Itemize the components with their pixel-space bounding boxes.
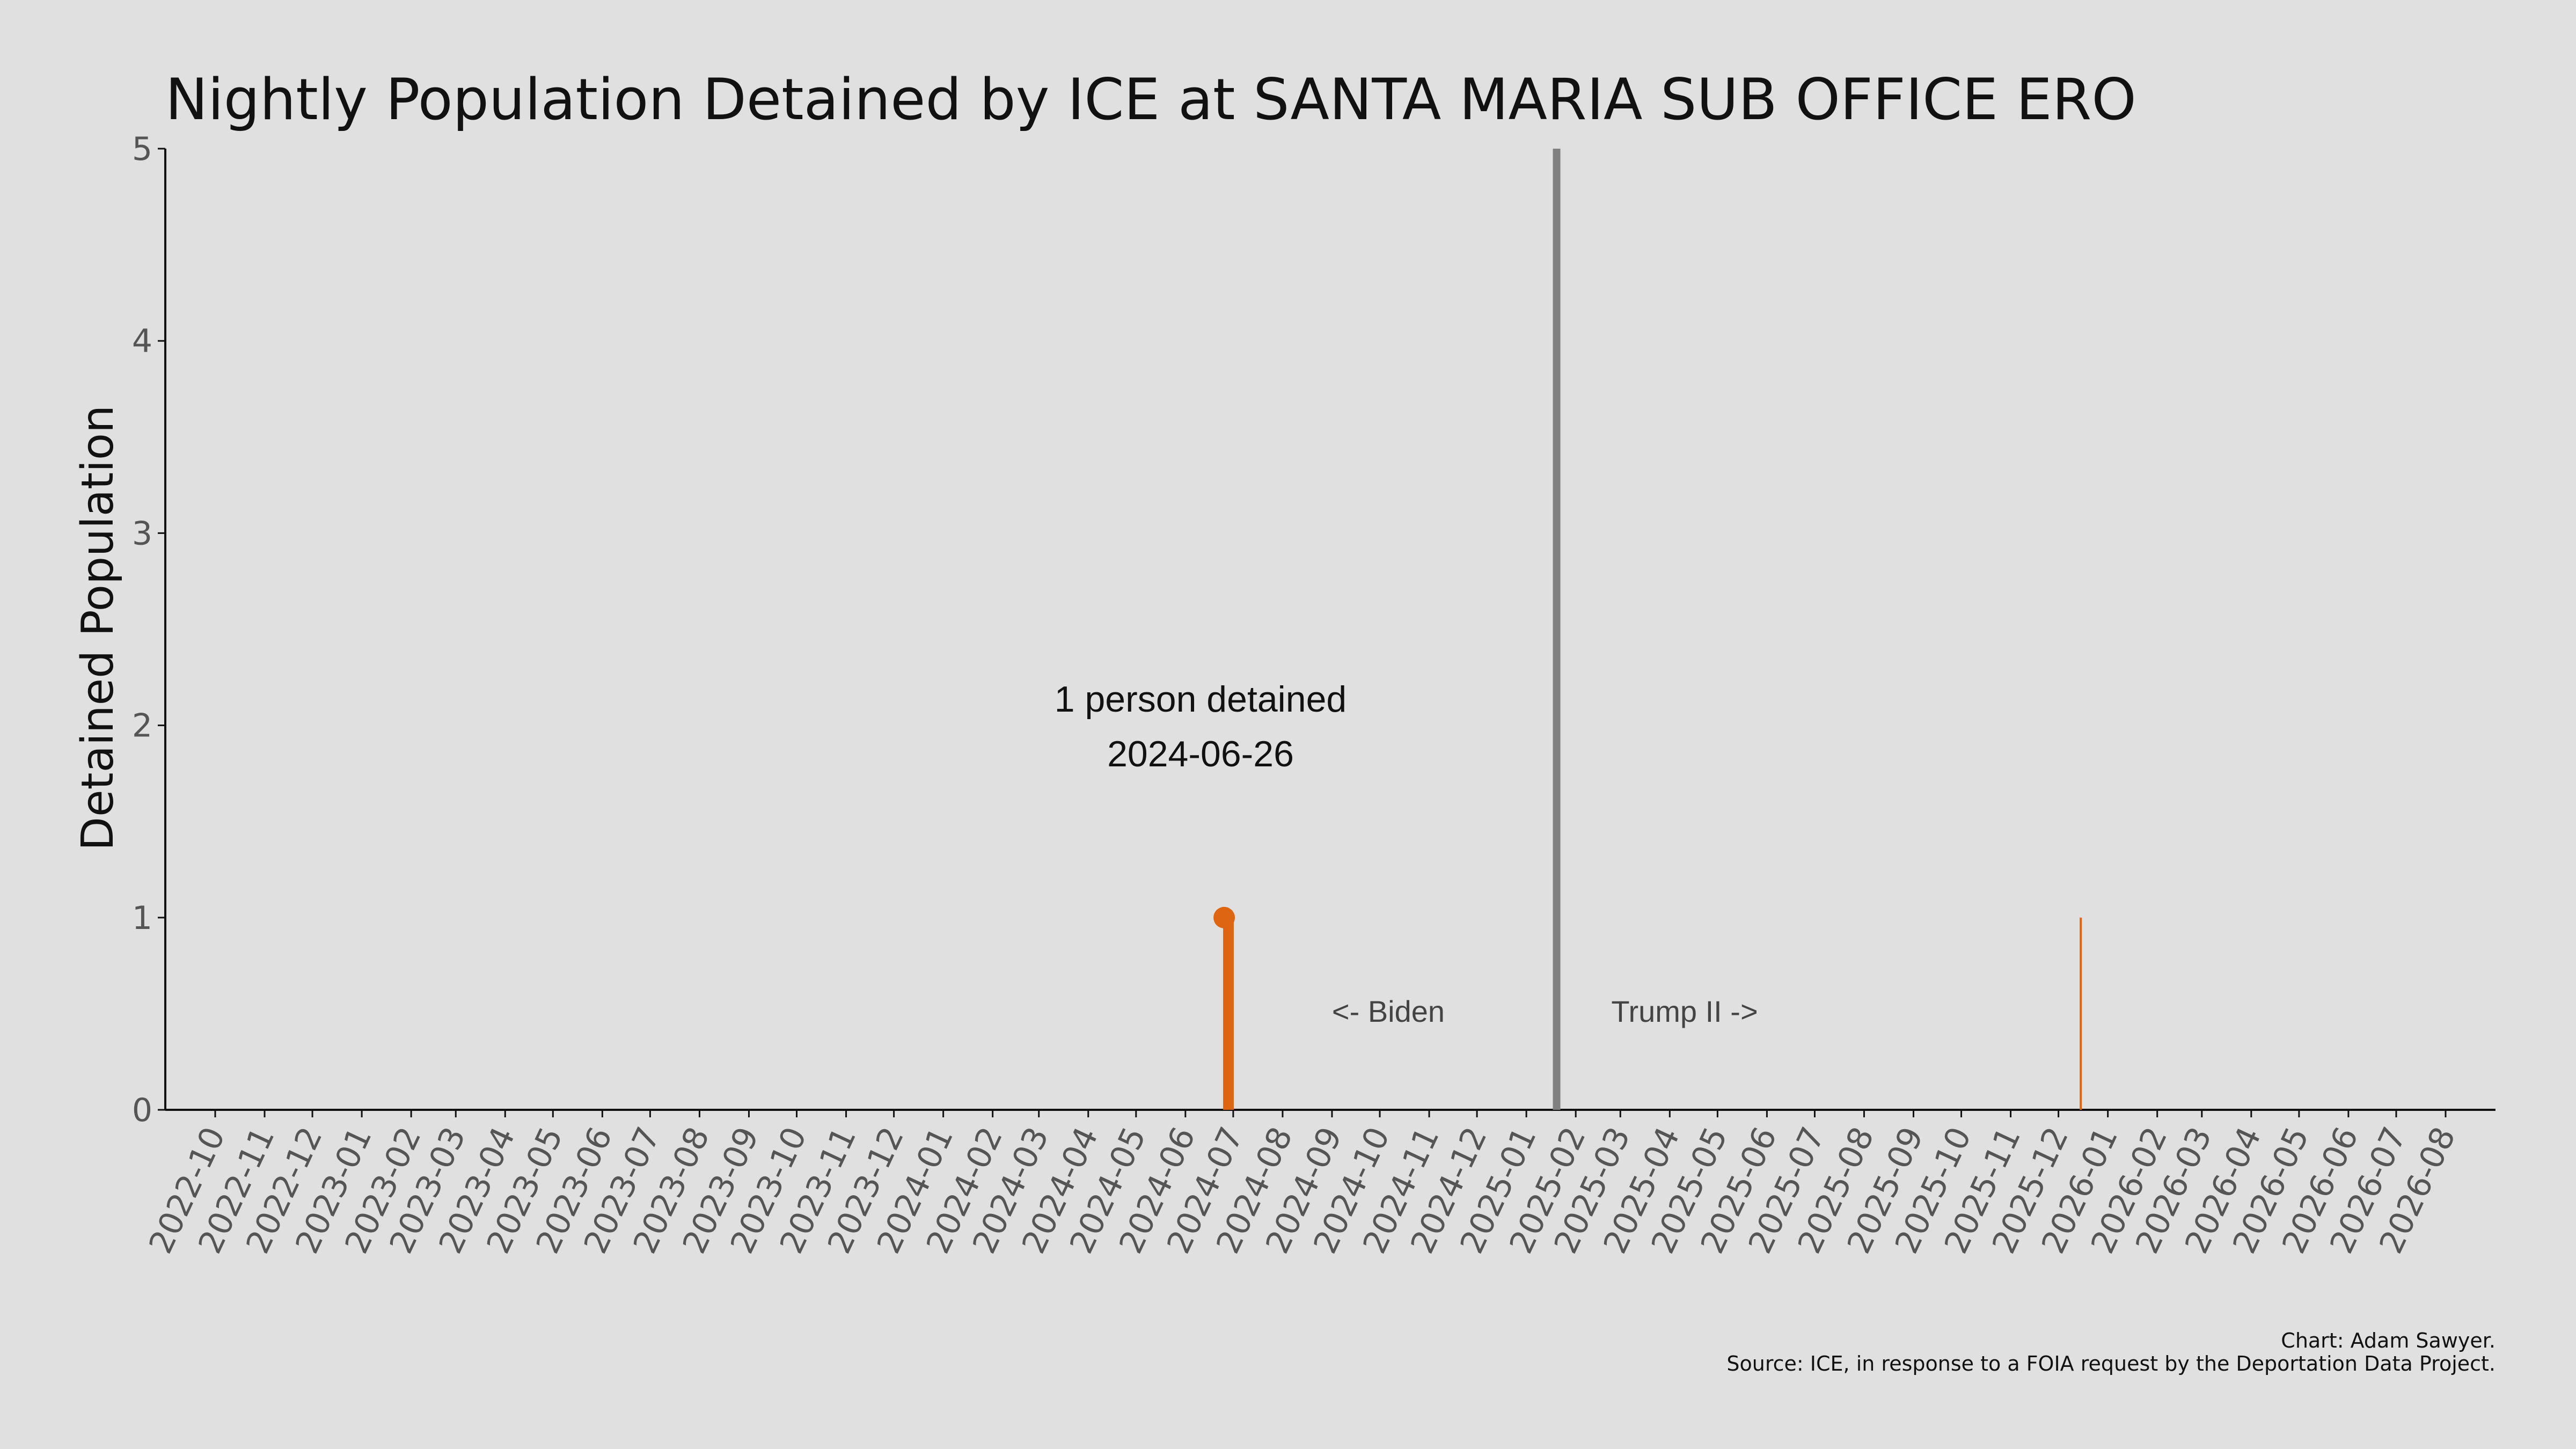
y-tick-label: 1: [132, 899, 152, 937]
y-tick-label: 0: [132, 1092, 152, 1129]
y-tick-label: 5: [132, 130, 152, 168]
chart-source: Source: ICE, in response to a FOIA reque…: [1726, 1352, 2496, 1375]
y-axis-label: Detained Population: [72, 405, 123, 851]
y-tick-label: 3: [132, 515, 152, 552]
point-annotation-count: 1 person detained: [1055, 679, 1346, 720]
point-annotation-date: 2024-06-26: [1107, 734, 1294, 774]
biden-era-label: <- Biden: [1332, 994, 1445, 1028]
y-tick-label: 2: [132, 707, 152, 745]
highlight-point: [1213, 906, 1235, 928]
chart-title: Nightly Population Detained by ICE at SA…: [165, 67, 2136, 133]
y-tick-label: 4: [132, 323, 152, 360]
trump-era-label: Trump II ->: [1611, 994, 1758, 1028]
chart-credit: Chart: Adam Sawyer.: [2281, 1329, 2496, 1352]
